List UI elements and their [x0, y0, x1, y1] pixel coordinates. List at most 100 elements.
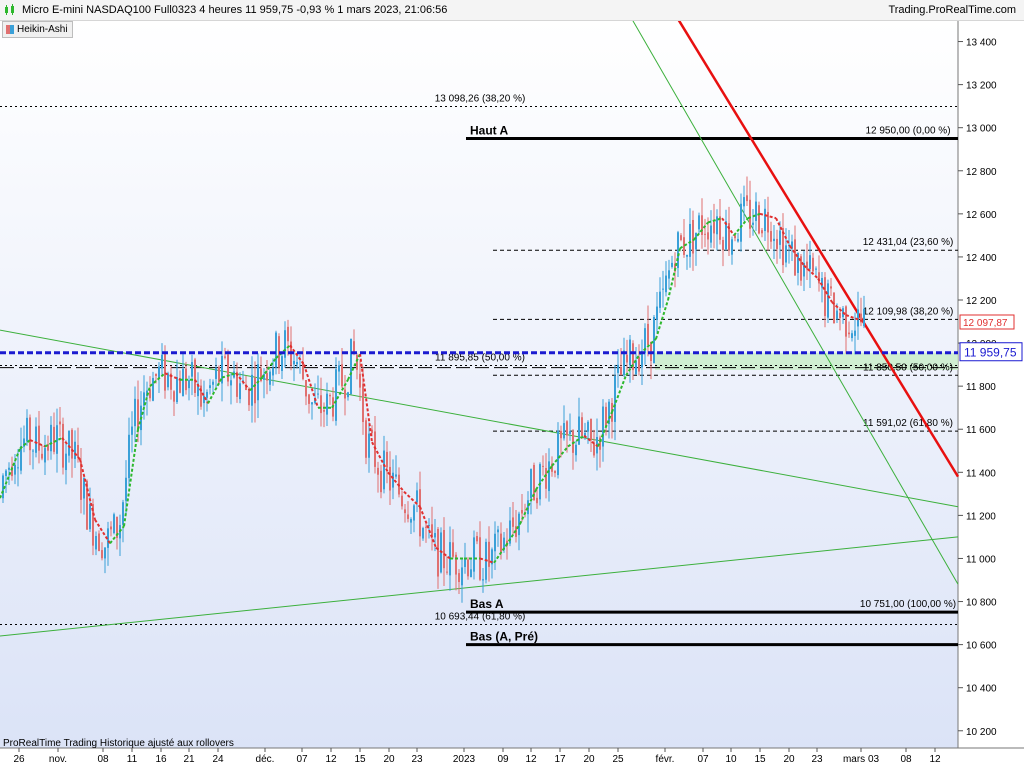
moving-average-segment	[44, 436, 63, 448]
candle-body	[743, 197, 745, 207]
x-tick-label: mars 03	[843, 754, 880, 765]
candle-body	[542, 465, 544, 467]
moving-average-segment	[721, 217, 735, 236]
candle-body	[794, 239, 796, 276]
y-tick-label: 13 400	[966, 38, 997, 49]
x-tick-label: 15	[354, 754, 366, 765]
candle-body	[173, 391, 175, 402]
green-trendline[interactable]	[0, 329, 959, 508]
moving-average-segment	[611, 375, 627, 413]
candle-body	[251, 374, 253, 406]
candle-body	[335, 369, 337, 421]
candle-body	[668, 270, 670, 279]
candle-body	[44, 448, 46, 463]
candle-body	[677, 232, 679, 268]
candle-body	[494, 533, 496, 552]
candle-body	[263, 373, 265, 380]
candle-body	[305, 380, 307, 397]
candle-body	[731, 239, 733, 255]
candle-body	[533, 464, 535, 501]
candle-body	[770, 231, 772, 242]
x-tick-label: 12	[929, 754, 941, 765]
candle-body	[545, 468, 547, 489]
candle-body	[458, 573, 460, 583]
heikin-ashi-button[interactable]: Heikin-Ashi	[2, 21, 73, 38]
candle-body	[101, 550, 103, 559]
moving-average-segment	[639, 338, 657, 355]
candle-body	[362, 383, 364, 423]
candle-body	[776, 238, 778, 249]
candle-body	[608, 401, 610, 424]
candle-body	[239, 383, 241, 400]
candle-body	[437, 528, 439, 577]
candle-body	[812, 257, 814, 272]
red-trendline[interactable]	[674, 15, 960, 478]
x-tick-label: 09	[497, 754, 509, 765]
candle-body	[5, 470, 7, 476]
moving-average-segment	[845, 314, 865, 323]
candle-body	[428, 524, 430, 526]
candle-body	[191, 362, 193, 377]
y-tick-label: 10 600	[966, 641, 997, 652]
candle-body	[536, 497, 538, 504]
level-label: 12 950,00 (0,00 %)	[865, 125, 950, 136]
candle-body	[224, 356, 226, 358]
candle-body	[824, 277, 826, 317]
x-tick-label: 25	[612, 754, 624, 765]
candle-body	[95, 536, 97, 550]
current-price-tag: 11 959,75	[964, 346, 1017, 360]
candle-body	[50, 424, 52, 452]
candle-body	[548, 461, 550, 492]
candle-body	[260, 368, 262, 382]
green-trendline[interactable]	[629, 15, 959, 585]
candle-body	[692, 220, 694, 254]
candle-body	[59, 421, 61, 425]
candle-body	[155, 373, 157, 376]
candle-body	[416, 490, 418, 503]
candle-body	[122, 502, 124, 525]
candle-body	[605, 406, 607, 428]
indicator-label: Heikin-Ashi	[17, 24, 68, 35]
candle-body	[110, 526, 112, 530]
x-tick-label: 24	[212, 754, 224, 765]
level-label: 11 895,85 (50,00 %)	[435, 353, 525, 364]
moving-average-segment	[733, 217, 749, 237]
candle-body	[587, 421, 589, 432]
y-tick-label: 12 200	[966, 296, 997, 307]
candle-body	[836, 310, 838, 319]
candle-body	[464, 557, 466, 567]
candle-body	[2, 475, 4, 499]
candle-body	[176, 377, 178, 403]
candle-body	[656, 306, 658, 320]
moving-average-segment	[747, 212, 761, 220]
candle-body	[821, 277, 823, 288]
candle-body	[104, 547, 106, 559]
candle-body	[827, 283, 829, 318]
candle-body	[512, 517, 514, 527]
candle-body	[353, 341, 355, 353]
candle-body	[563, 423, 565, 439]
y-tick-label: 13 000	[966, 124, 997, 135]
candle-body	[704, 233, 706, 235]
x-tick-label: nov.	[49, 754, 67, 765]
moving-average-segment	[221, 372, 237, 379]
green-trendline[interactable]	[0, 536, 959, 637]
candle-body	[653, 317, 655, 364]
x-tick-label: 08	[97, 754, 109, 765]
x-tick-label: 23	[811, 754, 823, 765]
y-tick-label: 12 400	[966, 253, 997, 264]
candle-body	[131, 426, 133, 435]
candle-body	[206, 391, 208, 398]
candle-body	[287, 326, 289, 342]
candle-body	[128, 434, 130, 479]
candle-body	[614, 375, 616, 422]
candle-body	[710, 225, 712, 243]
candle-body	[473, 537, 475, 572]
candle-body	[254, 377, 256, 404]
x-tick-label: 20	[383, 754, 395, 765]
candle-body	[188, 380, 190, 389]
candle-body	[659, 291, 661, 308]
candle-body	[863, 308, 865, 327]
candle-body	[482, 579, 484, 581]
